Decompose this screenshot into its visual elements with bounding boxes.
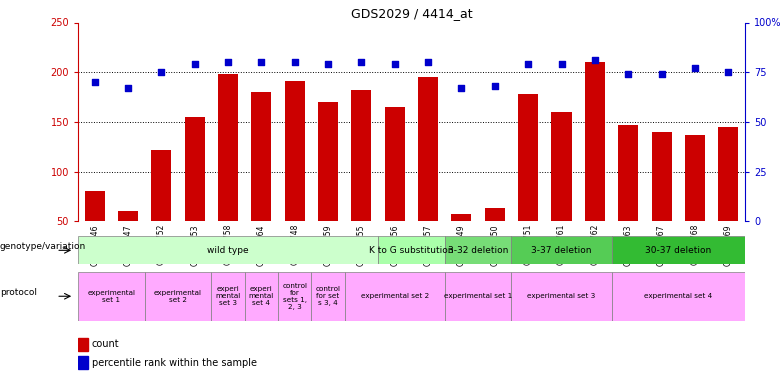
Bar	[585, 62, 604, 221]
Bar	[218, 74, 238, 221]
Text: percentile rank within the sample: percentile rank within the sample	[92, 358, 257, 368]
Text: experimental set 1: experimental set 1	[444, 293, 512, 299]
Bar	[145, 272, 211, 321]
Bar	[185, 117, 204, 221]
Text: genotype/variation: genotype/variation	[0, 242, 87, 251]
Point	[522, 61, 534, 67]
Text: experimental set 4: experimental set 4	[644, 293, 712, 299]
Point	[388, 61, 401, 67]
Bar	[612, 236, 745, 264]
Bar	[378, 236, 445, 264]
Point	[222, 59, 234, 65]
Bar	[151, 150, 172, 221]
Bar	[311, 272, 345, 321]
Text: experimental
set 2: experimental set 2	[154, 290, 202, 303]
Point	[322, 61, 335, 67]
Text: experimental set 2: experimental set 2	[360, 293, 429, 299]
Bar	[651, 132, 672, 221]
Bar	[285, 81, 305, 221]
Point	[88, 79, 101, 85]
Text: 3-32 deletion: 3-32 deletion	[448, 246, 509, 255]
Text: experimental set 3: experimental set 3	[527, 293, 596, 299]
Bar	[78, 356, 87, 369]
Point	[722, 69, 735, 75]
Point	[122, 85, 134, 91]
Bar	[118, 211, 138, 221]
Point	[622, 71, 634, 77]
Point	[589, 57, 601, 63]
Bar	[445, 272, 512, 321]
Bar	[512, 272, 612, 321]
Point	[456, 85, 468, 91]
Bar	[211, 272, 245, 321]
Bar	[619, 125, 638, 221]
Bar	[345, 272, 445, 321]
Point	[422, 59, 434, 65]
Text: count: count	[92, 339, 119, 349]
Bar	[251, 92, 271, 221]
Bar	[78, 236, 378, 264]
Text: wild type: wild type	[207, 246, 249, 255]
Bar	[518, 94, 538, 221]
Point	[555, 61, 568, 67]
Text: 30-37 deletion: 30-37 deletion	[645, 246, 711, 255]
Text: 3-37 deletion: 3-37 deletion	[531, 246, 592, 255]
Bar	[612, 272, 745, 321]
Point	[488, 83, 501, 89]
Point	[255, 59, 268, 65]
Bar	[685, 135, 705, 221]
Bar	[551, 112, 572, 221]
Bar	[385, 107, 405, 221]
Text: protocol: protocol	[0, 288, 37, 297]
Text: control
for set
s 3, 4: control for set s 3, 4	[316, 286, 341, 306]
Point	[289, 59, 301, 65]
Bar	[85, 191, 105, 221]
Bar	[318, 102, 338, 221]
Point	[689, 65, 701, 71]
Text: experi
mental
set 3: experi mental set 3	[215, 286, 241, 306]
Point	[655, 71, 668, 77]
Point	[355, 59, 367, 65]
Text: K to G substitution: K to G substitution	[369, 246, 454, 255]
Bar	[245, 272, 278, 321]
Text: control
for
sets 1,
2, 3: control for sets 1, 2, 3	[282, 283, 307, 310]
Bar	[78, 338, 87, 351]
Bar	[418, 77, 438, 221]
Bar	[452, 214, 471, 221]
Point	[155, 69, 168, 75]
Bar	[512, 236, 612, 264]
Title: GDS2029 / 4414_at: GDS2029 / 4414_at	[351, 7, 472, 20]
Bar	[485, 209, 505, 221]
Bar	[278, 272, 311, 321]
Bar	[352, 90, 371, 221]
Text: experi
mental
set 4: experi mental set 4	[249, 286, 274, 306]
Bar	[78, 272, 145, 321]
Point	[189, 61, 201, 67]
Text: experimental
set 1: experimental set 1	[87, 290, 136, 303]
Bar	[718, 127, 738, 221]
Bar	[445, 236, 512, 264]
